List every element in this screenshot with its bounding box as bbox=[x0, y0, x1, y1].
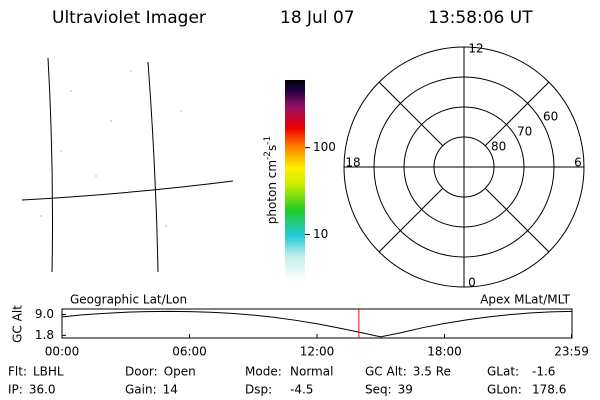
field-label: GLat: bbox=[487, 365, 519, 379]
spoke bbox=[484, 187, 550, 253]
colorbar-ticks: 10 100 bbox=[305, 140, 336, 241]
y-tick-label: 1.8 bbox=[35, 328, 54, 342]
x-tick-label: 12:00 bbox=[300, 345, 335, 359]
lat-label: 80 bbox=[491, 140, 506, 154]
unit: photon cm bbox=[265, 160, 279, 224]
unit: s bbox=[265, 145, 279, 151]
field-value: 36.0 bbox=[29, 383, 56, 397]
spoke bbox=[484, 81, 550, 147]
plot-title-left: Geographic Lat/Lon bbox=[70, 293, 187, 307]
field-label: Seq: bbox=[365, 383, 392, 397]
x-tick-label: 18:00 bbox=[427, 345, 462, 359]
altitude-line bbox=[61, 310, 573, 338]
date: 18 Jul 07 bbox=[280, 8, 355, 28]
tick-label: 10 bbox=[313, 227, 328, 241]
mlt-label: 18 bbox=[345, 156, 360, 170]
lat-label: 70 bbox=[517, 125, 532, 139]
grid-line bbox=[47, 57, 53, 273]
field-value: LBHL bbox=[33, 365, 64, 379]
grid-line bbox=[147, 61, 159, 273]
mlt-label: 6 bbox=[574, 156, 582, 170]
spoke bbox=[378, 187, 444, 253]
x-tick-label: 06:00 bbox=[172, 345, 207, 359]
field-value: -1.6 bbox=[532, 365, 555, 379]
tick-label: 100 bbox=[313, 140, 336, 154]
speckle bbox=[180, 110, 182, 112]
footer: Flt: LBHL Door: Open Mode: Normal GC Alt: 3.5 R… bbox=[8, 365, 566, 397]
altitude-plot: Geographic Lat/Lon Apex MLat/MLT GC Alt 9.0… bbox=[11, 293, 589, 359]
field-value: Normal bbox=[290, 365, 333, 379]
field-value: 3.5 Re bbox=[413, 365, 451, 379]
speckle bbox=[130, 70, 132, 72]
field-label: Flt: bbox=[8, 365, 27, 379]
plot-title-right: Apex MLat/MLT bbox=[480, 293, 570, 307]
speckle bbox=[70, 90, 72, 92]
speckle bbox=[110, 120, 112, 122]
field-label: Mode: bbox=[245, 365, 282, 379]
speckle bbox=[95, 175, 97, 177]
image-panel bbox=[21, 57, 234, 273]
field-label: Gain: bbox=[125, 383, 157, 397]
spoke bbox=[378, 81, 444, 147]
unit-exp: -1 bbox=[263, 136, 273, 145]
field-label: Dsp: bbox=[245, 383, 272, 397]
field-label: GLon: bbox=[487, 383, 522, 397]
title: Ultraviolet Imager bbox=[52, 8, 206, 28]
field-value: -4.5 bbox=[290, 383, 313, 397]
speckle bbox=[165, 225, 167, 227]
y-axis-label: GC Alt bbox=[11, 305, 25, 343]
x-tick-label: 00:00 bbox=[45, 345, 80, 359]
field-label: GC Alt: bbox=[365, 365, 407, 379]
time: 13:58:06 UT bbox=[428, 8, 533, 28]
field-label: IP: bbox=[8, 383, 23, 397]
colorbar bbox=[285, 80, 305, 280]
colorbar-label: photon cm-2s-1 bbox=[263, 136, 279, 225]
field-value: Open bbox=[164, 365, 196, 379]
field-value: 178.6 bbox=[532, 383, 566, 397]
unit-exp: -2 bbox=[263, 151, 273, 160]
field-value: 39 bbox=[398, 383, 413, 397]
mlt-label: 0 bbox=[468, 276, 476, 290]
lat-label: 60 bbox=[543, 110, 558, 124]
speckle bbox=[60, 150, 62, 152]
speckle bbox=[40, 215, 42, 217]
mlt-label: 12 bbox=[468, 42, 483, 56]
field-label: Door: bbox=[125, 365, 158, 379]
y-tick-label: 9.0 bbox=[35, 307, 54, 321]
field-value: 14 bbox=[163, 383, 178, 397]
x-tick-label: 23:59 bbox=[554, 345, 589, 359]
grid-line bbox=[21, 180, 234, 201]
